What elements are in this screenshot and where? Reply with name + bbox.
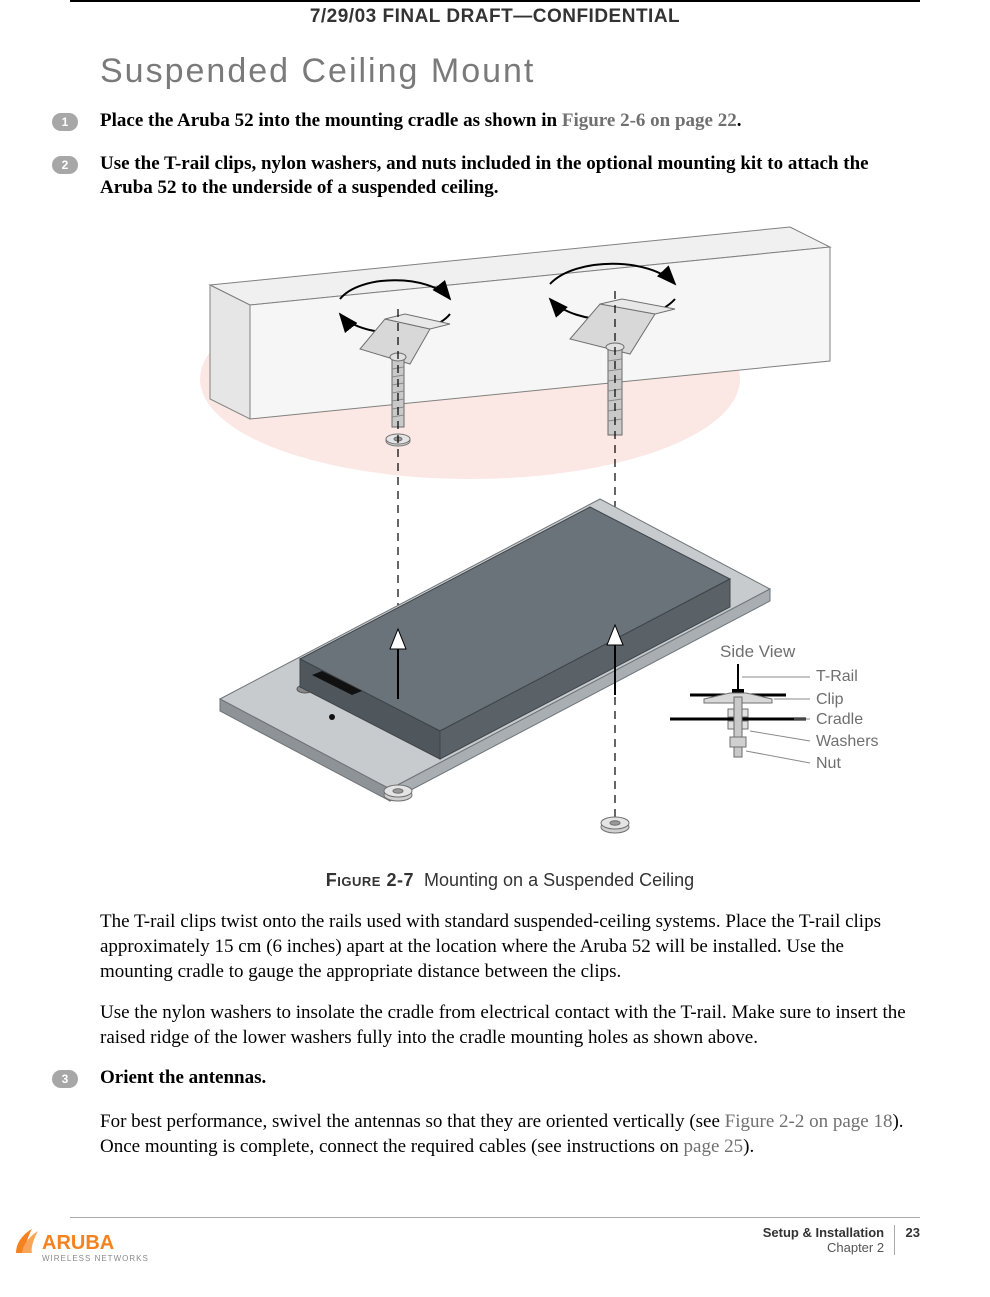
- label-nut: Nut: [816, 755, 841, 772]
- side-view-title: Side View: [720, 642, 796, 661]
- step-text: Place the Aruba 52 into the mounting cra…: [100, 109, 741, 134]
- body-paragraph: The T-rail clips twist onto the rails us…: [100, 909, 920, 984]
- step-number-badge: 3: [52, 1070, 78, 1088]
- footer-rule: [70, 1217, 920, 1218]
- logo-text: ARUBA: [42, 1232, 114, 1254]
- figure-caption: Figure 2-7 Mounting on a Suspended Ceili…: [100, 870, 920, 891]
- figure-title: Mounting on a Suspended Ceiling: [424, 870, 694, 890]
- header-rule: [70, 0, 920, 2]
- side-view-inset: Side View: [670, 642, 879, 772]
- nut-right: [601, 817, 629, 833]
- figure-number: Figure 2-7: [326, 870, 414, 890]
- figure-2-7: Side View: [100, 219, 920, 864]
- footer-chapter: Chapter 2: [763, 1240, 884, 1255]
- figure-link[interactable]: Figure 2-6 on page 22: [562, 110, 737, 131]
- step-2: 2 Use the T-rail clips, nylon washers, a…: [52, 152, 920, 201]
- footer-doc-title: Setup & Installation: [763, 1225, 884, 1240]
- body-paragraph: For best performance, swivel the antenna…: [100, 1109, 920, 1159]
- label-washers: Washers: [816, 733, 879, 750]
- label-clip: Clip: [816, 691, 844, 708]
- step-text: Orient the antennas.: [100, 1066, 266, 1091]
- footer-right: Setup & Installation Chapter 2 23: [763, 1225, 920, 1257]
- text: .: [737, 110, 742, 131]
- page-link[interactable]: page 25: [684, 1136, 744, 1157]
- text: ).: [743, 1136, 754, 1157]
- page: 7/29/03 FINAL DRAFT—CONFIDENTIAL Suspend…: [0, 0, 990, 1297]
- label-trail: T-Rail: [816, 668, 858, 685]
- diagram-svg: Side View: [130, 219, 890, 859]
- content: Suspended Ceiling Mount 1 Place the Arub…: [100, 52, 920, 1175]
- label-cradle: Cradle: [816, 711, 863, 728]
- nut-left: [384, 785, 412, 801]
- step-number-badge: 2: [52, 156, 78, 174]
- step-number-badge: 1: [52, 113, 78, 131]
- text: For best performance, swivel the antenna…: [100, 1111, 725, 1132]
- aruba-logo: ARUBA WIRELESS NETWORKS: [10, 1223, 160, 1272]
- logo-subtext: WIRELESS NETWORKS: [42, 1254, 149, 1263]
- text: Place the Aruba 52 into the mounting cra…: [100, 110, 562, 131]
- footer-doc-block: Setup & Installation Chapter 2: [763, 1225, 895, 1255]
- section-title: Suspended Ceiling Mount: [100, 52, 920, 91]
- body-paragraph: Use the nylon washers to insolate the cr…: [100, 1000, 920, 1050]
- footer: ARUBA WIRELESS NETWORKS Setup & Installa…: [70, 1217, 920, 1277]
- step-1: 1 Place the Aruba 52 into the mounting c…: [52, 109, 920, 134]
- footer-page-number: 23: [906, 1225, 920, 1240]
- running-header: 7/29/03 FINAL DRAFT—CONFIDENTIAL: [0, 6, 990, 28]
- step-3: 3 Orient the antennas.: [52, 1066, 920, 1091]
- figure-link[interactable]: Figure 2-2 on page 18: [725, 1111, 893, 1132]
- step-text: Use the T-rail clips, nylon washers, and…: [100, 152, 920, 201]
